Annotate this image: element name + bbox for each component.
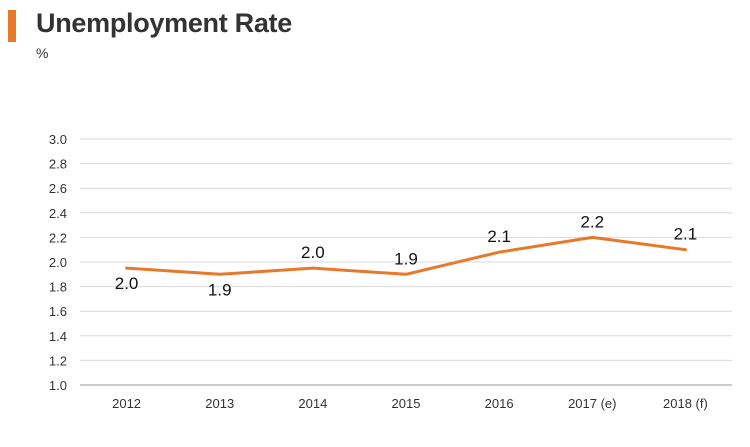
y-tick-label: 1.8: [49, 280, 67, 295]
y-tick-label: 2.6: [49, 181, 67, 196]
chart-unit: %: [36, 45, 49, 61]
x-tick-label: 2012: [112, 396, 141, 411]
data-point: [218, 272, 222, 276]
data-point: [125, 266, 129, 270]
data-point: [683, 248, 687, 252]
chart-title: Unemployment Rate: [36, 8, 292, 38]
x-tick-label: 2015: [392, 396, 421, 411]
y-tick-label: 1.0: [49, 378, 67, 393]
data-label: 2.1: [674, 225, 698, 244]
data-label: 2.2: [580, 212, 604, 231]
data-label: 1.9: [394, 249, 418, 268]
data-point: [404, 272, 408, 276]
data-point: [497, 250, 501, 254]
y-tick-label: 2.2: [49, 230, 67, 245]
x-tick-label: 2016: [485, 396, 514, 411]
y-tick-label: 2.0: [49, 255, 67, 270]
data-label: 2.1: [487, 227, 511, 246]
y-tick-label: 1.4: [49, 329, 67, 344]
data-point: [311, 266, 315, 270]
data-point: [590, 235, 594, 239]
x-tick-label: 2014: [298, 396, 327, 411]
data-label: 2.0: [301, 243, 325, 262]
x-tick-label: 2013: [205, 396, 234, 411]
x-tick-label: 2018 (f): [663, 396, 708, 411]
y-tick-label: 2.8: [49, 157, 67, 172]
y-tick-label: 1.2: [49, 353, 67, 368]
y-tick-label: 1.6: [49, 304, 67, 319]
y-tick-label: 3.0: [49, 132, 67, 147]
data-label: 2.0: [115, 274, 139, 293]
title-accent-bar: [8, 10, 16, 42]
data-label: 1.9: [208, 280, 232, 299]
x-tick-label: 2017 (e): [568, 396, 616, 411]
y-tick-label: 2.4: [49, 206, 67, 221]
